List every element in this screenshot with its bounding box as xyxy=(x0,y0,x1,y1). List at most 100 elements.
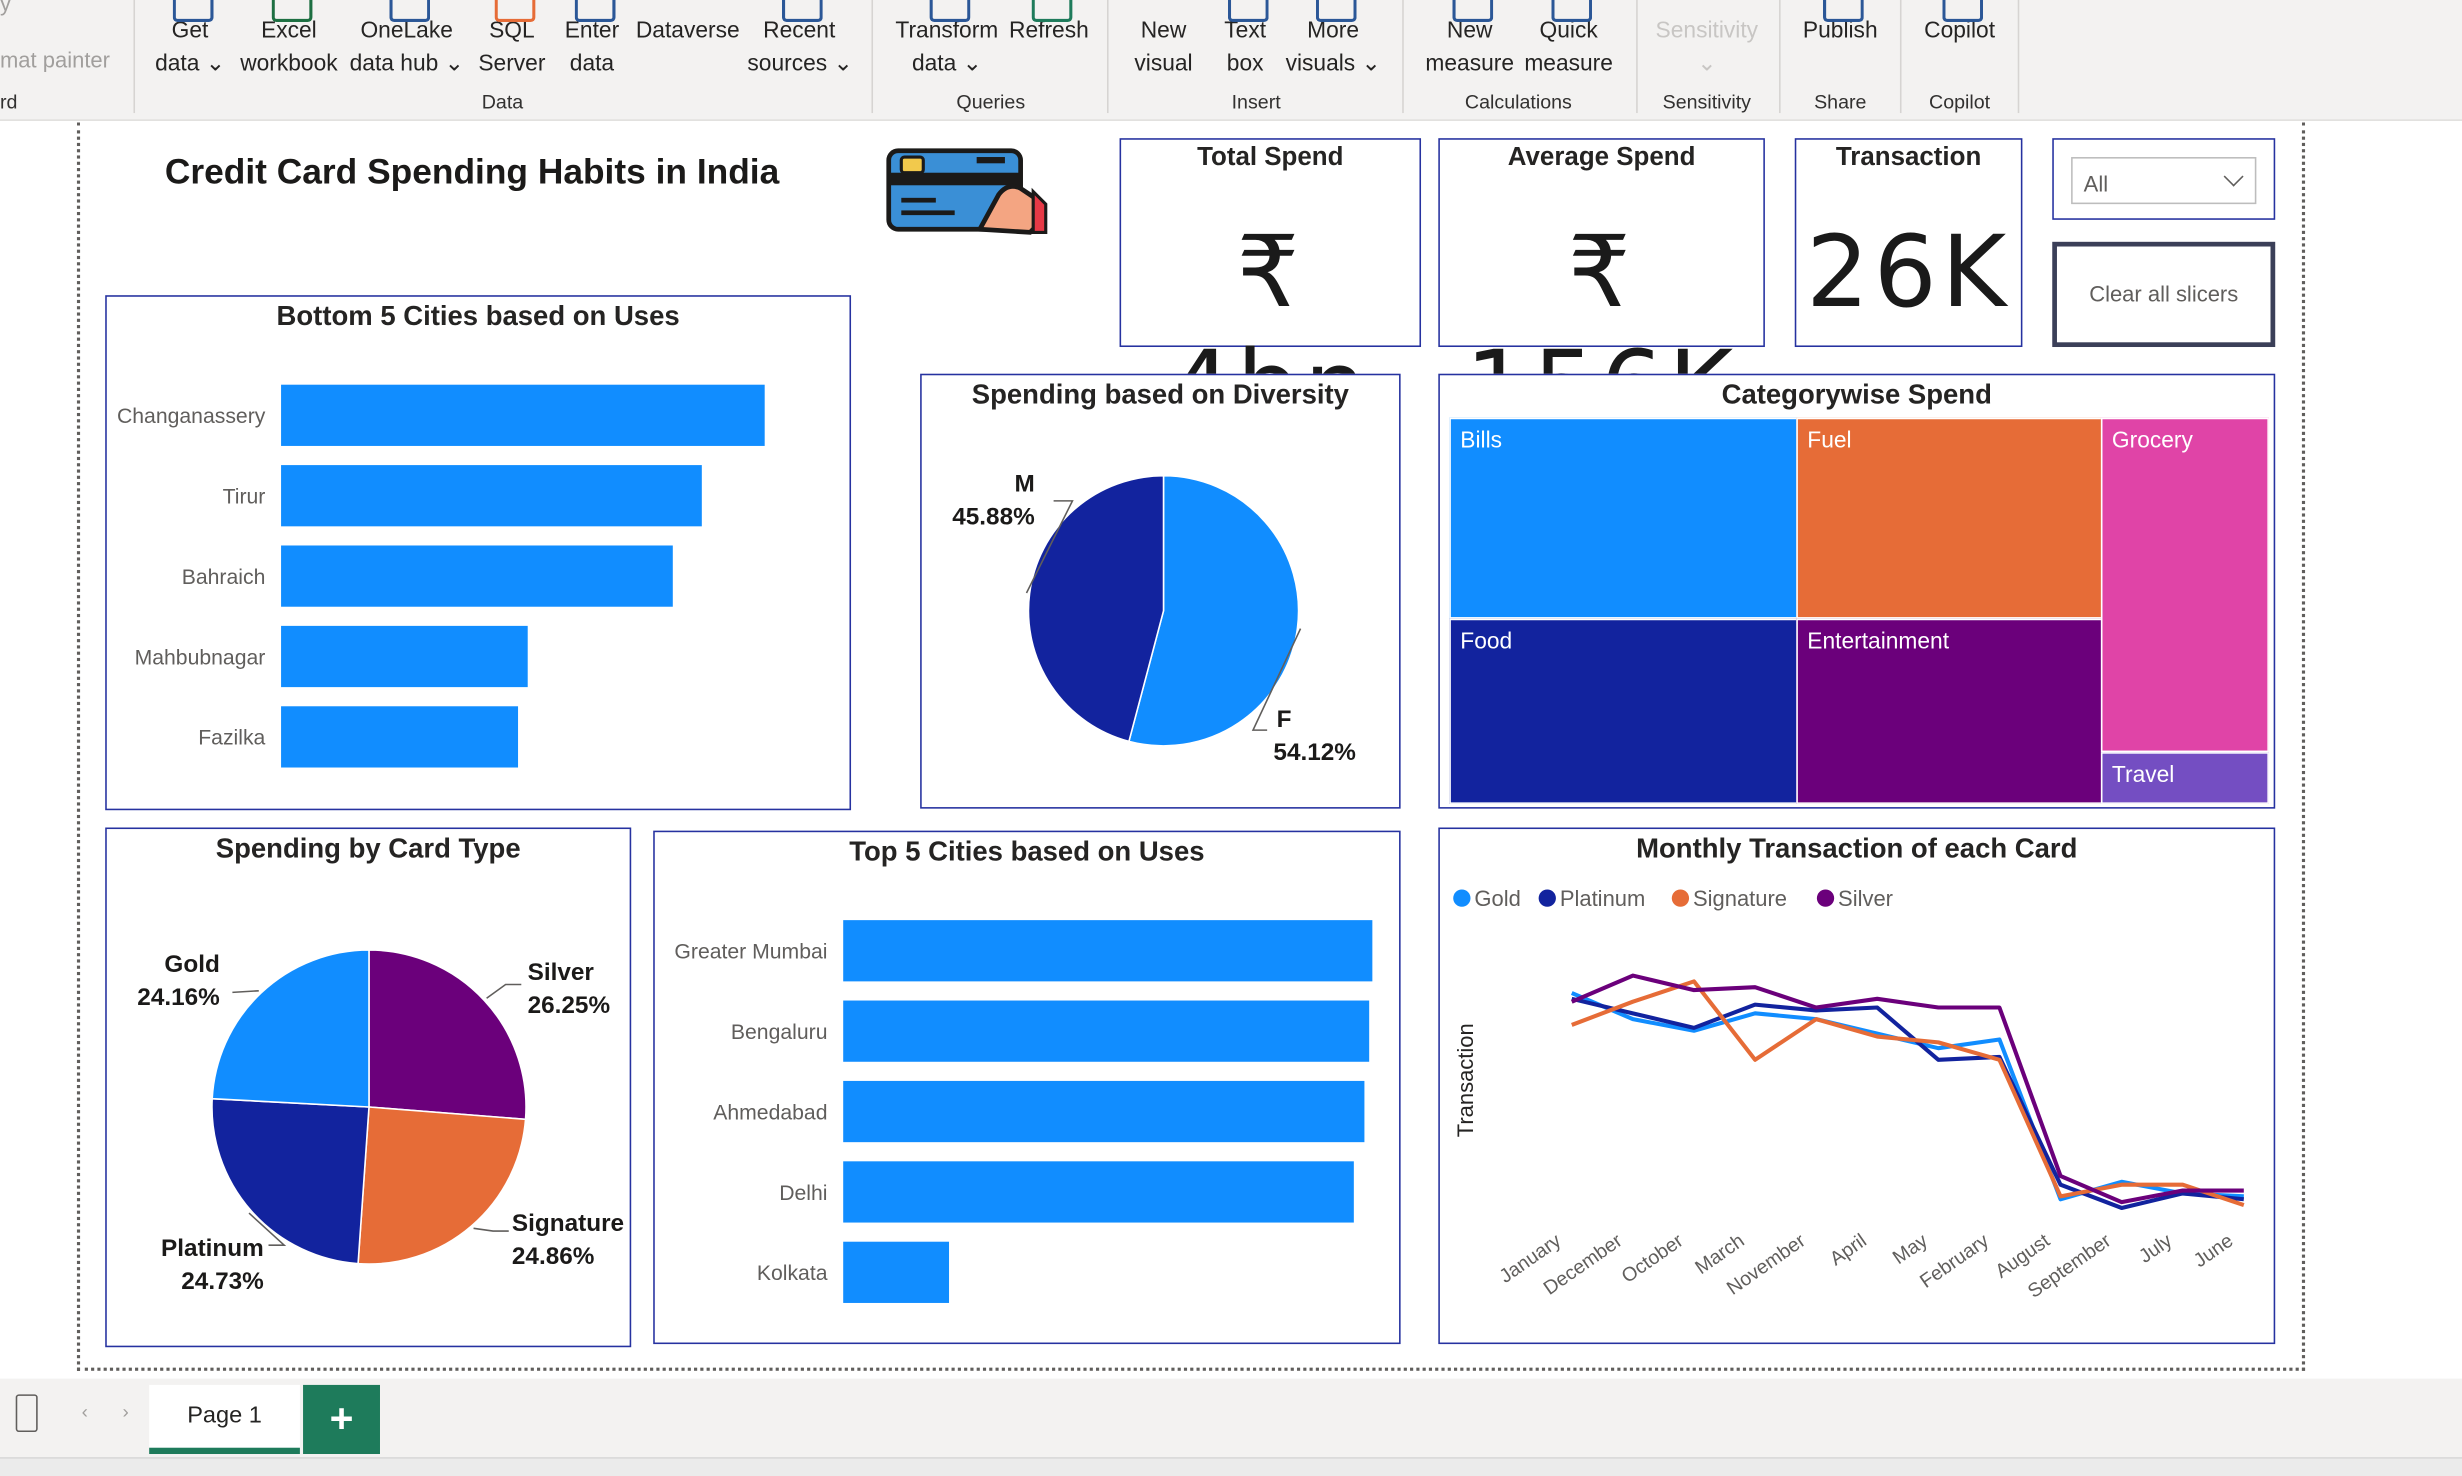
category-label: Tirur xyxy=(223,486,266,509)
bar[interactable] xyxy=(281,465,702,527)
diversity-pie-chart: F 54.12% M 45.88% xyxy=(952,470,1356,766)
visual-title: Bottom 5 Cities based on Uses xyxy=(276,299,680,332)
kpi-value: 26K xyxy=(1806,215,2012,330)
treemap-cell-travel[interactable]: Travel xyxy=(2100,752,2269,804)
kpi-total-spend[interactable]: Total Spend ₹ 4bn xyxy=(1119,138,1422,444)
leader-line xyxy=(1025,500,1074,594)
onelake-icon xyxy=(389,0,431,22)
ribbon-separator xyxy=(133,0,136,114)
category-label: Bengaluru xyxy=(731,1021,828,1044)
refresh-button[interactable]: Refresh xyxy=(1005,0,1093,49)
legend-item: Signature xyxy=(1671,886,1787,911)
onelake-data-hub-button[interactable]: OneLake data hub ⌄ xyxy=(347,0,466,82)
ribbon-separator xyxy=(1402,0,1404,114)
ribbon-separator xyxy=(2017,0,2020,114)
pie-slice[interactable] xyxy=(357,1106,527,1265)
series-line[interactable] xyxy=(1571,996,2245,1210)
publish-button[interactable]: Publish xyxy=(1795,0,1886,49)
bottom5-cities-visual[interactable]: Bottom 5 Cities based on Uses Changanass… xyxy=(105,295,852,811)
legend-marker xyxy=(1538,889,1556,907)
bar[interactable] xyxy=(281,545,673,607)
x-tick-label: June xyxy=(2190,1230,2238,1272)
x-tick-label: July xyxy=(2135,1230,2176,1268)
enter-data-button[interactable]: Enter data xyxy=(557,0,626,82)
dataverse-button[interactable]: Dataverse xyxy=(635,18,740,44)
treemap-cell-food[interactable]: Food xyxy=(1449,618,1798,804)
excel-workbook-button[interactable]: Excel workbook xyxy=(236,0,343,82)
sql-server-button[interactable]: SQL Server xyxy=(476,0,548,82)
slice-value-label: 24.16% xyxy=(137,984,220,1011)
transform-data-button[interactable]: Transform data ⌄ xyxy=(890,0,1003,82)
ribbon-separator xyxy=(1106,0,1109,114)
slice-value-label: 45.88% xyxy=(952,503,1035,530)
slicer-dropdown[interactable]: All xyxy=(2071,157,2257,205)
chevron-right-icon[interactable]: › xyxy=(122,1400,129,1423)
visual-title: Monthly Transaction of each Card xyxy=(1636,832,2078,864)
get-data-button[interactable]: Get data ⌄ xyxy=(154,0,226,82)
pie-slice[interactable] xyxy=(211,949,370,1108)
bar[interactable] xyxy=(281,706,519,768)
kpi-average-spend[interactable]: Average Spend ₹ 156K xyxy=(1438,138,1765,444)
legend-label: Silver xyxy=(1838,886,1893,911)
calculations-group-label: Calculations xyxy=(1464,91,1572,114)
bar[interactable] xyxy=(843,920,1373,982)
category-label: Mahbubnagar xyxy=(135,646,266,669)
legend-label: Signature xyxy=(1693,886,1787,911)
slicer: All xyxy=(2052,138,2276,220)
pie-slice[interactable] xyxy=(211,1097,370,1265)
kpi-transaction[interactable]: Transaction 26K xyxy=(1794,138,2023,348)
card-type-pie-visual[interactable]: Spending by Card Type Silver 26.25% Signat… xyxy=(105,827,632,1348)
treemap-cell-grocery[interactable]: Grocery xyxy=(2100,417,2269,753)
categorywise-treemap-visual[interactable]: Categorywise Spend Bills Food Fuel Enter… xyxy=(1438,373,2276,809)
treemap-cell-entertainment[interactable]: Entertainment xyxy=(1796,618,2103,804)
slice-label: F xyxy=(1277,706,1292,733)
more-visuals-button[interactable]: More visuals ⌄ xyxy=(1284,0,1381,82)
legend-marker xyxy=(1671,889,1690,907)
bar[interactable] xyxy=(843,1161,1354,1223)
tab-page-1[interactable]: Page 1 xyxy=(149,1384,300,1455)
bar[interactable] xyxy=(843,1000,1370,1062)
card-type-pie-chart: Silver 26.25% Signature 24.86% Platinum 24.73… xyxy=(137,949,624,1295)
legend-marker xyxy=(1453,889,1471,907)
series-line[interactable] xyxy=(1570,973,2244,1205)
bottom5-chart: Changanassery Tirur Bahraich Mahbubnagar Faz… xyxy=(117,384,765,768)
slice-label: Platinum xyxy=(161,1235,264,1262)
top5-cities-visual[interactable]: Top 5 Cities based on Uses Greater Mumba… xyxy=(653,830,1401,1345)
recent-sources-button[interactable]: Recent sources ⌄ xyxy=(747,0,853,82)
chevron-left-icon[interactable]: ‹ xyxy=(81,1400,88,1423)
treemap-cell-bills[interactable]: Bills xyxy=(1449,417,1798,619)
diversity-pie-visual[interactable]: Spending based on Diversity F 54.12% M 45.8… xyxy=(920,373,1401,809)
bar[interactable] xyxy=(843,1080,1365,1143)
monthly-transaction-visual[interactable]: Monthly Transaction of each Card Gold Pla… xyxy=(1438,827,2276,1345)
status-bar xyxy=(0,1457,2462,1476)
new-measure-button[interactable]: New measure xyxy=(1421,0,1518,82)
text-box-button[interactable]: Text box xyxy=(1214,0,1277,82)
share-group-label: Share xyxy=(1814,91,1867,114)
text-box-icon xyxy=(1227,0,1269,22)
copilot-button[interactable]: Copilot xyxy=(1913,0,2007,49)
y-axis-title: Transaction xyxy=(1453,1023,1478,1137)
mobile-layout-icon[interactable] xyxy=(15,1394,38,1433)
sensitivity-button[interactable]: Sensitivity ⌄ xyxy=(1655,18,1759,77)
bar[interactable] xyxy=(281,625,528,688)
pie-slice[interactable] xyxy=(1127,474,1300,747)
clear-all-slicers-button[interactable]: Clear all slicers xyxy=(2052,241,2276,348)
category-label: Fazilka xyxy=(198,727,265,750)
leader-line xyxy=(473,1227,509,1232)
treemap-cell-fuel[interactable]: Fuel xyxy=(1796,417,2103,619)
new-visual-button[interactable]: New visual xyxy=(1134,18,1193,77)
bar[interactable] xyxy=(281,384,765,446)
add-page-button[interactable]: + xyxy=(303,1384,380,1455)
pie-slice[interactable] xyxy=(1027,474,1165,743)
bar[interactable] xyxy=(843,1241,950,1303)
pie-slice[interactable] xyxy=(368,949,527,1121)
format-painter-button[interactable]: mat painter xyxy=(0,47,110,73)
slice-label: Gold xyxy=(164,951,219,978)
legend-marker xyxy=(1816,889,1835,907)
x-tick-label: February xyxy=(1916,1230,1993,1293)
recent-icon xyxy=(781,0,823,22)
series-line[interactable] xyxy=(1571,979,2245,1207)
ribbon: y mat painter rd Get data ⌄ Excel workbook… xyxy=(0,0,2462,121)
ribbon-cut-text: y xyxy=(0,0,11,16)
quick-measure-button[interactable]: Quick measure xyxy=(1520,0,1617,82)
